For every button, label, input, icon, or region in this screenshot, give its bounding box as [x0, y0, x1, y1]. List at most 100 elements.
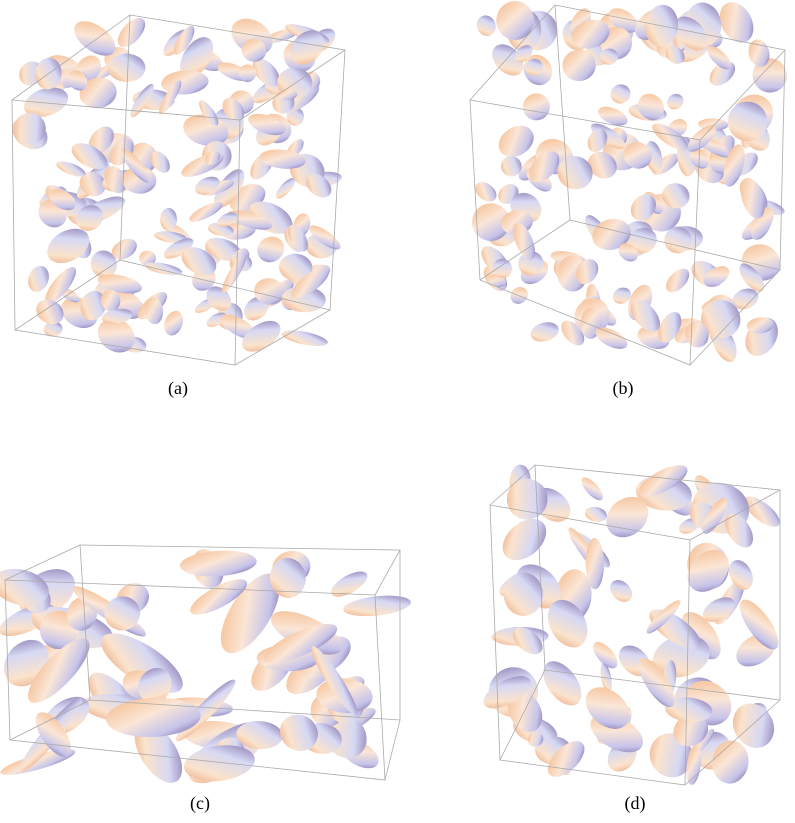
ellipsoid	[518, 251, 544, 276]
ellipsoid	[472, 203, 510, 242]
ellipsoid	[585, 687, 630, 729]
ellipsoid	[628, 227, 657, 254]
ellipsoid	[522, 93, 550, 121]
ellipsoid	[506, 478, 548, 520]
ellipsoid	[45, 266, 77, 304]
ellipsoid	[28, 265, 49, 292]
ellipsoid-layer	[0, 1, 788, 785]
box-edge	[374, 549, 401, 596]
ellipsoid	[48, 189, 76, 211]
ellipsoid	[658, 311, 682, 343]
ellipsoid	[746, 317, 774, 334]
ellipsoid	[343, 595, 411, 617]
ellipsoid	[97, 274, 142, 294]
ellipsoid	[130, 83, 154, 118]
ellipsoid	[144, 297, 164, 325]
ellipsoid	[581, 477, 603, 501]
ellipsoid	[306, 174, 332, 198]
ellipsoid	[681, 612, 721, 660]
ellipsoid	[220, 573, 280, 654]
ellipsoid	[587, 151, 617, 179]
ellipsoid	[56, 161, 86, 177]
ellipsoid	[160, 207, 177, 231]
box-edge	[9, 699, 91, 741]
ellipsoid	[97, 318, 135, 353]
ellipsoid	[727, 101, 768, 142]
ellipsoid	[150, 151, 170, 173]
ellipsoid	[593, 641, 618, 669]
ellipsoid	[36, 299, 64, 325]
ellipsoid	[719, 2, 754, 43]
ellipsoid	[500, 156, 522, 177]
ellipsoid	[492, 258, 513, 279]
ellipsoid	[598, 106, 628, 126]
ellipsoid	[0, 568, 49, 606]
box-edge	[689, 489, 781, 541]
ellipsoid	[204, 150, 221, 165]
ellipsoid	[43, 321, 63, 337]
ellipsoid	[512, 627, 543, 655]
ellipsoid	[204, 237, 242, 261]
ellipsoid	[732, 288, 759, 310]
ellipsoid	[608, 8, 639, 33]
box-edge	[499, 669, 546, 761]
ellipsoid	[571, 19, 610, 49]
ellipsoid	[507, 690, 543, 732]
ellipsoid	[623, 142, 652, 169]
box-edge	[4, 544, 81, 581]
ellipsoid	[269, 557, 306, 598]
ellipsoid	[80, 290, 107, 321]
ellipsoid	[638, 658, 675, 708]
ellipsoid	[502, 518, 547, 561]
ellipsoid	[217, 212, 238, 227]
ellipsoid	[173, 25, 195, 55]
ellipsoid	[599, 48, 618, 65]
ellipsoid	[712, 740, 749, 784]
ellipsoid	[513, 222, 535, 260]
ellipsoid	[264, 623, 338, 664]
ellipsoid	[181, 247, 217, 276]
ellipsoid	[291, 267, 330, 298]
ellipsoid	[492, 44, 524, 76]
ellipsoid	[595, 327, 628, 349]
ellipsoid	[207, 222, 234, 237]
ellipsoid	[104, 166, 127, 194]
ellipsoid	[330, 571, 368, 597]
ellipsoid	[190, 579, 248, 615]
ellipsoid	[667, 93, 684, 110]
ellipsoid	[673, 713, 709, 747]
box-edge	[14, 259, 121, 331]
ellipsoid	[252, 58, 280, 87]
ellipsoid	[117, 17, 146, 48]
ellipsoid	[528, 732, 544, 747]
ellipsoid	[547, 599, 588, 648]
ellipsoid	[630, 299, 661, 332]
ellipsoid	[76, 205, 103, 231]
ellipsoid	[665, 45, 685, 64]
ellipsoid	[227, 210, 273, 230]
ellipsoid	[707, 46, 732, 70]
ellipsoid	[725, 513, 754, 548]
ellipsoid	[259, 149, 306, 169]
ellipsoid	[154, 231, 187, 243]
box-edge	[479, 219, 571, 281]
box-edge	[699, 49, 786, 141]
ellipsoid	[703, 266, 730, 287]
box-edge	[689, 269, 781, 366]
ellipsoid	[100, 289, 121, 312]
ellipsoid	[47, 228, 90, 264]
ellipsoid	[543, 661, 582, 706]
ellipsoid	[529, 151, 560, 183]
ellipsoid	[238, 64, 257, 83]
ellipsoid	[241, 38, 267, 62]
ellipsoid	[652, 123, 689, 151]
box-edge	[684, 699, 781, 786]
ellipsoid	[180, 37, 214, 78]
ellipsoid	[687, 549, 729, 592]
ellipsoid	[665, 697, 713, 723]
ellipsoid	[189, 202, 223, 222]
caption: (d)	[625, 793, 646, 814]
ellipsoid	[674, 16, 708, 51]
box-edge	[489, 464, 536, 506]
